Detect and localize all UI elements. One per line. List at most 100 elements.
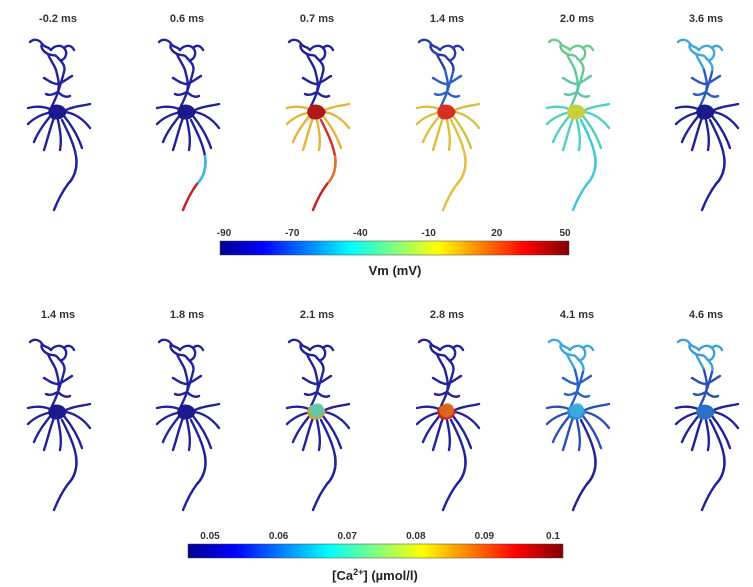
neuron-trunk-segment [301, 76, 319, 86]
neuron-branches-segment [453, 102, 481, 112]
neuron-axon-tip-segment [700, 482, 718, 512]
neuron-trunk-segment [185, 390, 201, 398]
frame-6: 4.6 ms [674, 309, 740, 512]
neuron-trunk-segment [42, 376, 60, 386]
neuron-trunk-segment [575, 90, 591, 98]
colorbar-calcium-bar [187, 543, 564, 559]
neuron-trunk-segment [173, 90, 189, 97]
row-membrane-potential: -0.2 ms 0.6 ms 0.7 ms 1.4 ms 2.0 ms 3.6 ms [26, 13, 740, 212]
neuron-crown-segment [451, 44, 465, 52]
neuron-axon-mid-segment [66, 154, 78, 186]
neuron-axon-tip-segment [700, 182, 718, 212]
neuron-branches-segment [583, 110, 611, 130]
neuron-crown-segment [191, 44, 205, 52]
neuron-branches-segment [561, 116, 575, 152]
neuron-trunk-segment [315, 374, 333, 386]
neuron-trunk-segment [303, 90, 319, 97]
colorbar-vm-bar [219, 240, 570, 256]
neuron-trunk-segment [445, 390, 461, 398]
neuron-crown-segment [435, 352, 447, 372]
neuron-branches-segment [583, 410, 611, 430]
neuron-branches-segment [583, 402, 611, 412]
neuron-crown-segment [185, 56, 195, 74]
neuron-trunk-segment [692, 90, 708, 97]
frame-3: 0.7 ms [285, 13, 351, 212]
neuron-branches-segment [285, 105, 313, 112]
neuron-morphology [545, 338, 611, 512]
neuron-branches-segment [712, 110, 740, 130]
neuron-trunk-segment [561, 76, 579, 86]
neuron-trunk-segment [185, 90, 201, 98]
neuron-branches-segment [64, 110, 92, 130]
neuron-trunk-segment [315, 90, 331, 98]
colorbar-tick-label: 0.1 [546, 531, 560, 542]
frame-time-label: 2.8 ms [430, 309, 464, 321]
neuron-axon-tip-segment [311, 482, 329, 512]
neuron-axon-mid-segment [195, 454, 207, 486]
neuron-branches-segment [431, 116, 445, 152]
neuron-branches-segment [26, 405, 54, 412]
neuron-trunk-segment [563, 390, 579, 397]
neuron-trunk-segment [433, 390, 449, 397]
neuron-trunk-segment [56, 74, 74, 86]
neuron-trunk-segment [445, 374, 463, 386]
neuron-morphology [415, 338, 481, 512]
neuron-branches-segment [64, 102, 92, 112]
frame-time-label: 4.1 ms [560, 309, 594, 321]
frame-time-label: -0.2 ms [39, 13, 77, 25]
neuron-axon-tip-segment [181, 182, 199, 212]
neuron-crown-segment [445, 356, 455, 374]
frame-5: 2.0 ms [545, 13, 611, 212]
neuron-branches-segment [581, 114, 603, 150]
neuron-crown-segment [305, 52, 317, 72]
neuron-branches-segment [581, 414, 603, 450]
neuron-branches-segment [26, 105, 54, 112]
neuron-crown-segment [435, 52, 447, 72]
neuron-branches-segment [193, 402, 221, 412]
neuron-morphology [26, 38, 92, 212]
neuron-branches-segment [545, 405, 573, 412]
neuron-trunk-segment [561, 376, 579, 386]
neuron-trunk-segment [692, 390, 708, 397]
colorbar-tick-label: -70 [285, 228, 300, 239]
neuron-crown-segment [445, 56, 455, 74]
neuron-branches-segment [575, 418, 582, 452]
neuron-branches-segment [193, 410, 221, 430]
neuron-crown-segment [315, 356, 325, 374]
neuron-branches-segment [301, 116, 315, 152]
neuron-crown-segment [62, 44, 76, 52]
neuron-trunk-segment [690, 376, 708, 386]
neuron-axon-mid-segment [195, 154, 207, 186]
neuron-trunk-segment [315, 390, 331, 398]
neuron-soma-segment [48, 104, 67, 120]
neuron-branches-segment [64, 410, 92, 430]
neuron-crown-segment [191, 344, 205, 352]
neuron-crown-segment [305, 352, 317, 372]
neuron-branches-segment [171, 116, 185, 152]
colorbar-tick-label: -40 [353, 228, 368, 239]
neuron-axon-tip-segment [441, 482, 459, 512]
neuron-branches-segment [545, 105, 573, 112]
neuron-soma-segment [177, 104, 196, 120]
neuron-trunk-segment [575, 390, 591, 398]
neuron-branches-segment [453, 410, 481, 430]
neuron-branches-segment [323, 410, 351, 430]
neuron-axon-mid-segment [325, 154, 337, 186]
neuron-crown-segment [175, 352, 187, 372]
frame-time-label: 0.6 ms [170, 13, 204, 25]
neuron-crown-segment [451, 344, 465, 352]
neuron-branches-segment [710, 114, 732, 150]
neuron-crown-segment [185, 356, 195, 374]
neuron-branches-segment [155, 105, 183, 112]
neuron-axon-mid-segment [455, 454, 467, 486]
neuron-axon-mid-segment [714, 454, 726, 486]
neuron-soma-glow-segment [439, 403, 454, 418]
neuron-crown-segment [694, 352, 706, 372]
frame-1: 1.4 ms [26, 309, 92, 512]
neuron-branches-segment [42, 116, 56, 152]
neuron-morphology [155, 38, 221, 212]
neuron-trunk-segment [171, 376, 189, 386]
neuron-branches-segment [415, 105, 443, 112]
neuron-trunk-segment [44, 90, 60, 97]
